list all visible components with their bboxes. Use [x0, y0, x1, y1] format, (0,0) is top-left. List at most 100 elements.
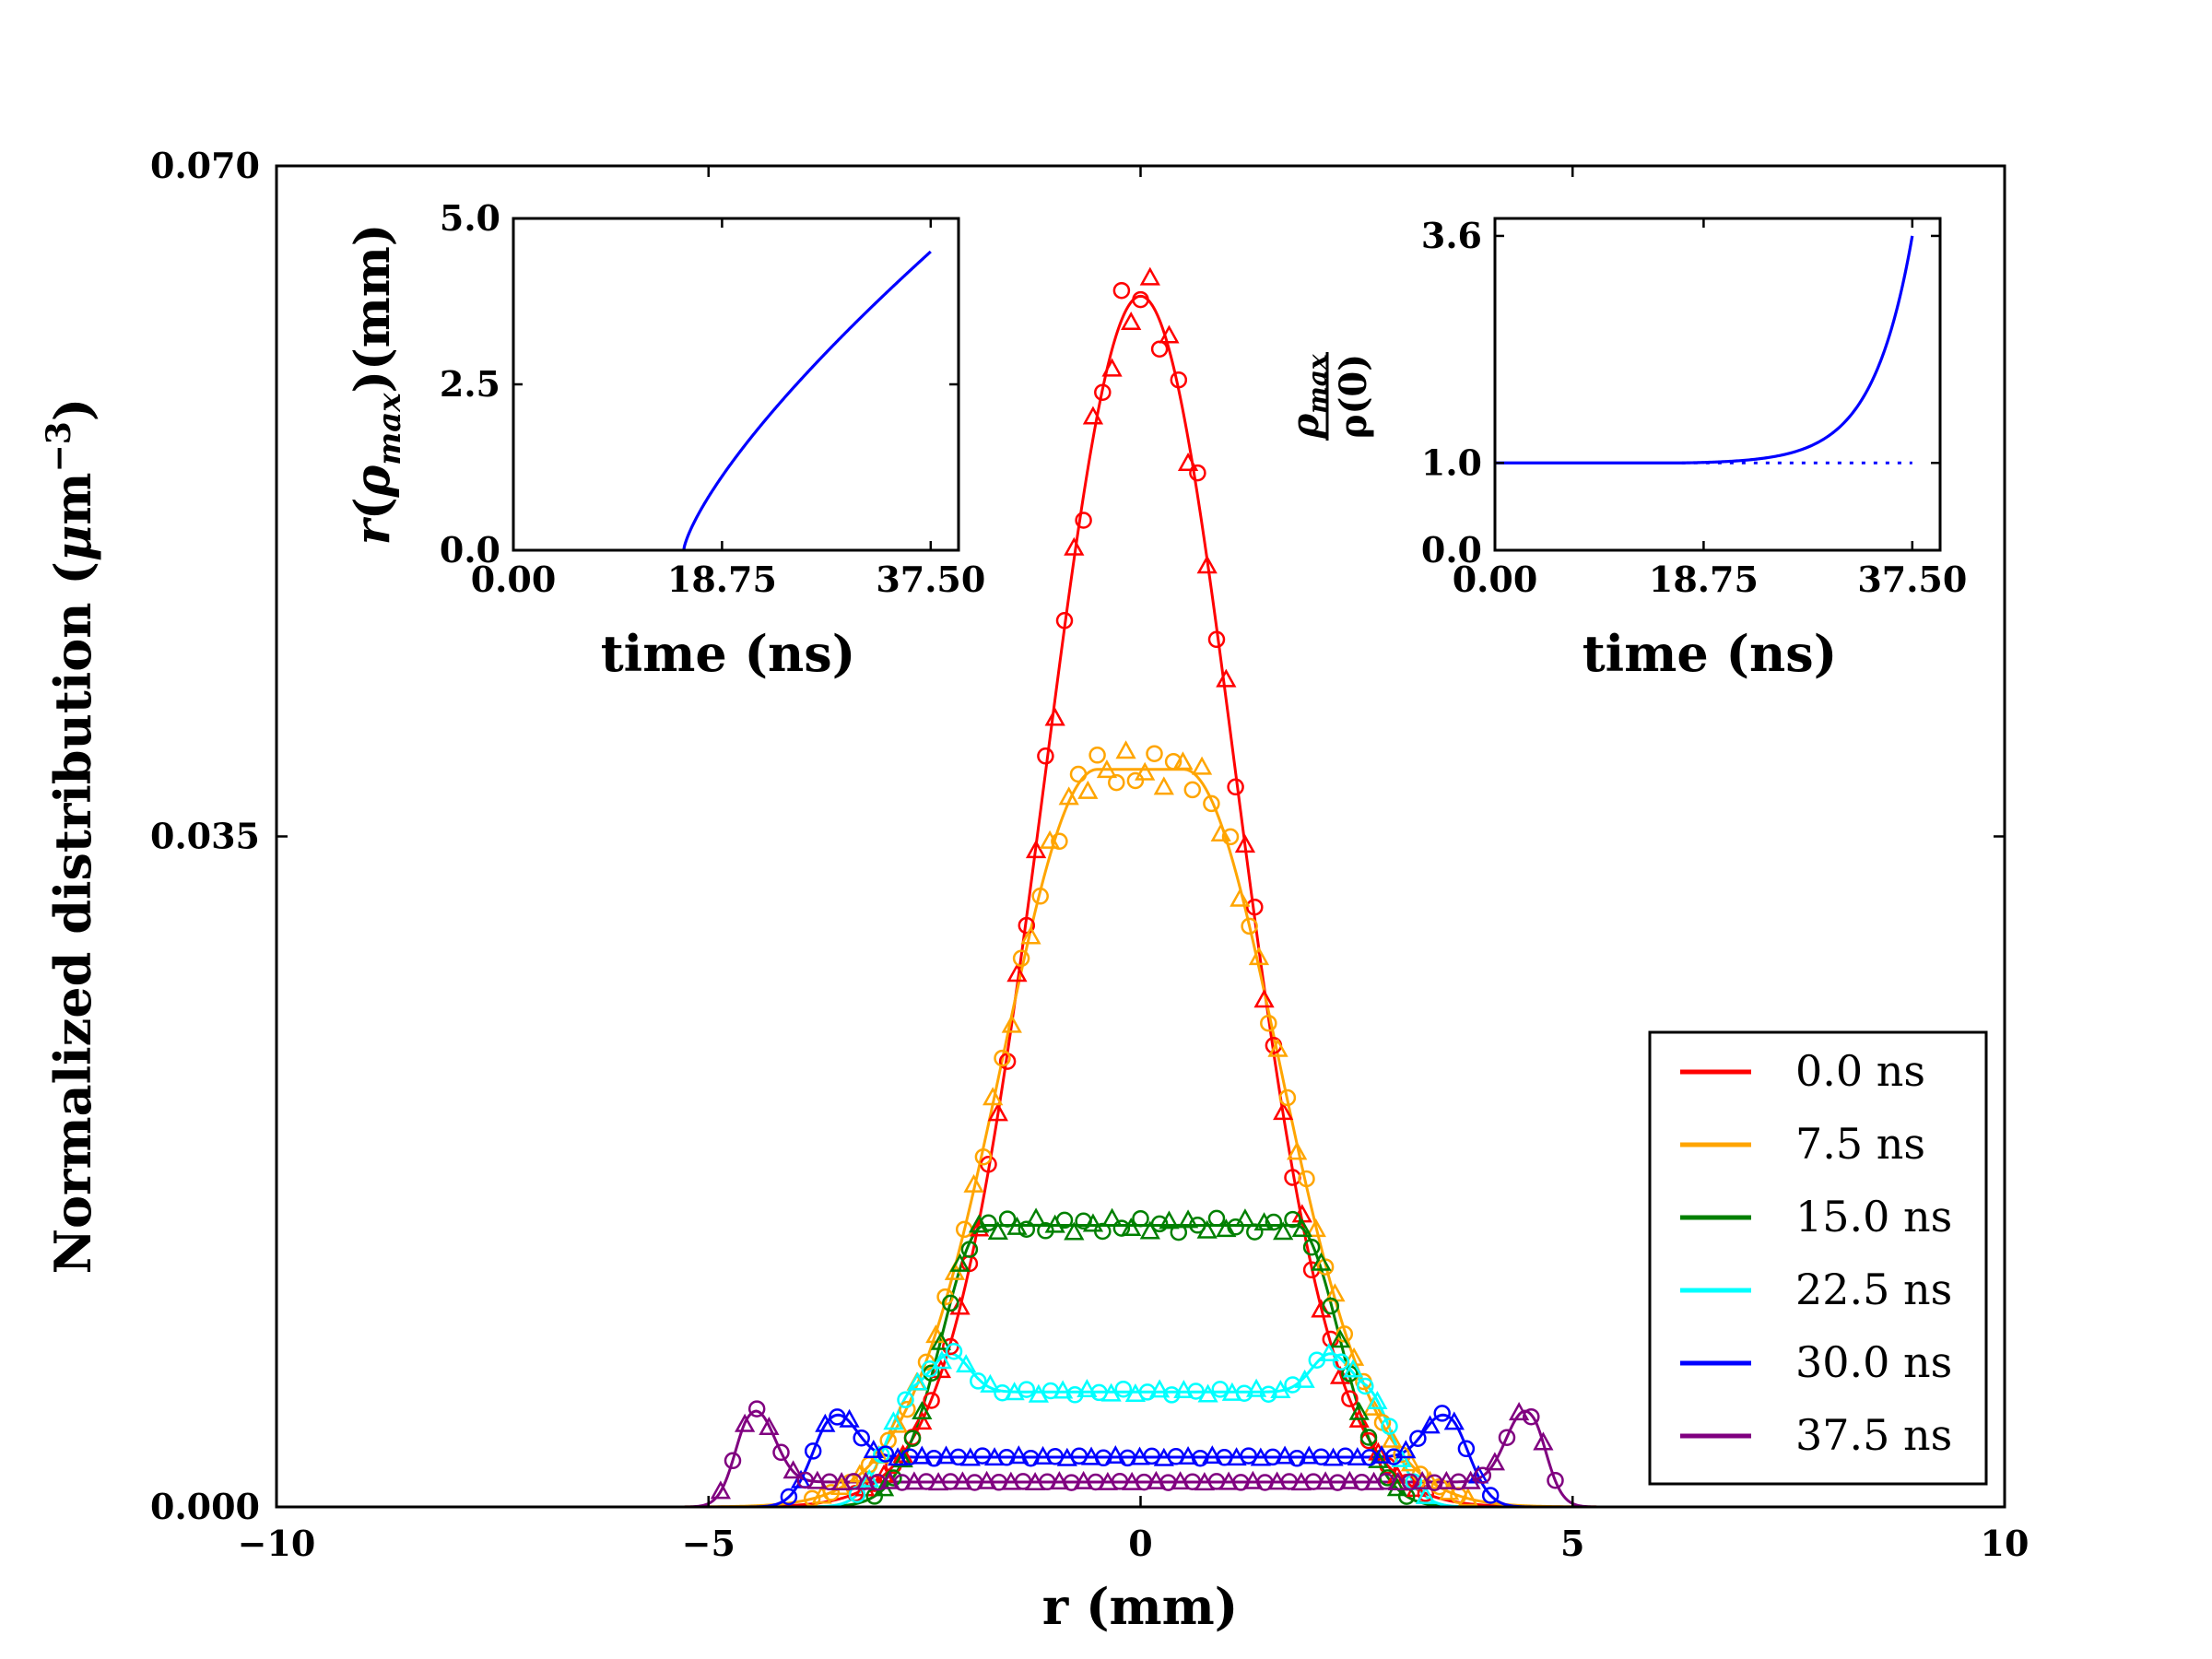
marker-triangle [930, 1331, 952, 1350]
legend-label: 15.0 ns [1795, 1192, 1952, 1241]
legend-label: 37.5 ns [1795, 1410, 1952, 1460]
main-plot: −10 −5 0 5 10 0.000 0.035 0.070 r (mm) Normali… [40, 145, 2029, 1636]
marker-circle [897, 1391, 914, 1409]
marker-circle [1357, 1377, 1374, 1395]
inset-left-y-tick-label: 0.0 [440, 529, 500, 571]
marker-circle [1547, 1471, 1564, 1489]
marker-triangle [839, 1408, 860, 1428]
marker-circle [747, 1400, 766, 1418]
marker-circle [1108, 773, 1125, 792]
marker-triangle [987, 1220, 1008, 1241]
marker-circle [1433, 1405, 1451, 1422]
marker-triangle [1234, 834, 1256, 853]
marker-circle [994, 1049, 1011, 1067]
marker-triangle [735, 1413, 756, 1432]
legend-label: 22.5 ns [1795, 1265, 1952, 1314]
marker-circle [1150, 1215, 1169, 1233]
inset-right-curve [1495, 235, 1914, 465]
marker-triangle [859, 1468, 880, 1488]
legend-label: 7.5 ns [1795, 1119, 1925, 1169]
marker-triangle [1253, 1212, 1275, 1231]
marker-triangle [1139, 266, 1160, 286]
marker-triangle [811, 1485, 832, 1504]
marker-circle [853, 1429, 870, 1447]
marker-circle [1498, 1429, 1516, 1446]
marker-triangle [1197, 1383, 1218, 1403]
marker-triangle [1386, 1477, 1408, 1497]
marker-triangle [1273, 1101, 1294, 1121]
main-y-ticks: 0.000 0.035 0.070 [150, 145, 2005, 1527]
inset-left-x-tick-label: 18.75 [667, 559, 777, 600]
marker-circle [1088, 747, 1106, 764]
marker-circle [1094, 383, 1112, 401]
marker-triangle [1419, 1415, 1441, 1434]
marker-triangle [1001, 1014, 1022, 1033]
marker-triangle [1135, 761, 1156, 781]
marker-triangle [1058, 786, 1079, 806]
marker-triangle [887, 1414, 909, 1433]
marker-circle [1183, 781, 1202, 799]
marker-circle [1341, 1390, 1359, 1407]
marker-triangle [1006, 1216, 1028, 1235]
marker-circle [998, 1210, 1017, 1228]
marker-triangle [1367, 1390, 1388, 1409]
marker-triangle [1077, 780, 1099, 799]
marker-circle [1298, 1170, 1315, 1188]
marker-triangle [1025, 840, 1047, 859]
marker-triangle [1082, 1213, 1104, 1232]
marker-triangle [1386, 1465, 1408, 1484]
marker-triangle [1305, 1218, 1326, 1238]
marker-triangle [1230, 888, 1251, 907]
marker-circle [780, 1488, 798, 1506]
marker-circle [1203, 794, 1220, 813]
marker-circle [1227, 778, 1244, 796]
marker-circle [1037, 747, 1054, 765]
main-y-axis-label: Normalized distribution (μm−3) [40, 398, 102, 1275]
marker-circle [1316, 1258, 1335, 1276]
marker-circle [1284, 1210, 1301, 1229]
marker-circle [1055, 612, 1074, 629]
marker-circle [1260, 1014, 1277, 1032]
marker-triangle [1287, 1141, 1308, 1160]
inset-left-x-tick-label: 37.50 [876, 559, 985, 600]
main-y-tick-label: 0.000 [150, 1486, 260, 1527]
marker-triangle [1196, 555, 1218, 574]
marker-triangle [907, 1371, 928, 1391]
marker-circle [1018, 916, 1036, 935]
marker-circle [1457, 1440, 1476, 1458]
marker-circle [974, 1147, 993, 1166]
marker-triangle [969, 1214, 990, 1233]
marker-triangle [1216, 668, 1237, 688]
marker-triangle [1395, 1440, 1417, 1459]
marker-triangle [1101, 1207, 1123, 1227]
main-x-tick-label: −10 [238, 1523, 316, 1564]
marker-circle [1227, 1218, 1244, 1236]
marker-circle [1069, 765, 1088, 783]
marker-triangle [1064, 1221, 1085, 1241]
marker-triangle [1509, 1402, 1530, 1421]
marker-circle [1132, 290, 1149, 309]
legend-label: 30.0 ns [1795, 1337, 1952, 1387]
marker-circle [829, 1408, 846, 1426]
inset-left-x-ticks: 0.00 18.75 37.50 [471, 218, 985, 600]
marker-triangle [1234, 1208, 1256, 1228]
marker-triangle [1082, 406, 1104, 425]
marker-circle [1126, 771, 1145, 790]
marker-circle [942, 1294, 959, 1312]
marker-circle [1012, 949, 1030, 968]
inset-right-y-ticks: 0.0 1.0 3.6 [1421, 215, 1940, 571]
marker-triangle [1246, 1378, 1267, 1397]
marker-circle [1246, 1223, 1264, 1241]
inset-left-y-ticks: 0.0 2.5 5.0 [440, 197, 959, 571]
marker-triangle [1177, 452, 1199, 471]
inset-right-plot: 0.00 18.75 37.50 0.0 1.0 3.6 time (ns) ρmax … [1284, 215, 1967, 683]
marker-circle [1278, 1088, 1297, 1107]
marker-circle [1207, 1209, 1226, 1228]
marker-circle [1163, 1386, 1181, 1404]
marker-circle [1187, 1382, 1205, 1400]
marker-triangle [1064, 536, 1085, 556]
inset-left-y-tick-label: 2.5 [440, 363, 500, 405]
marker-triangle [1348, 1401, 1370, 1420]
marker-triangle [883, 1411, 904, 1430]
marker-circle [1066, 1386, 1084, 1404]
